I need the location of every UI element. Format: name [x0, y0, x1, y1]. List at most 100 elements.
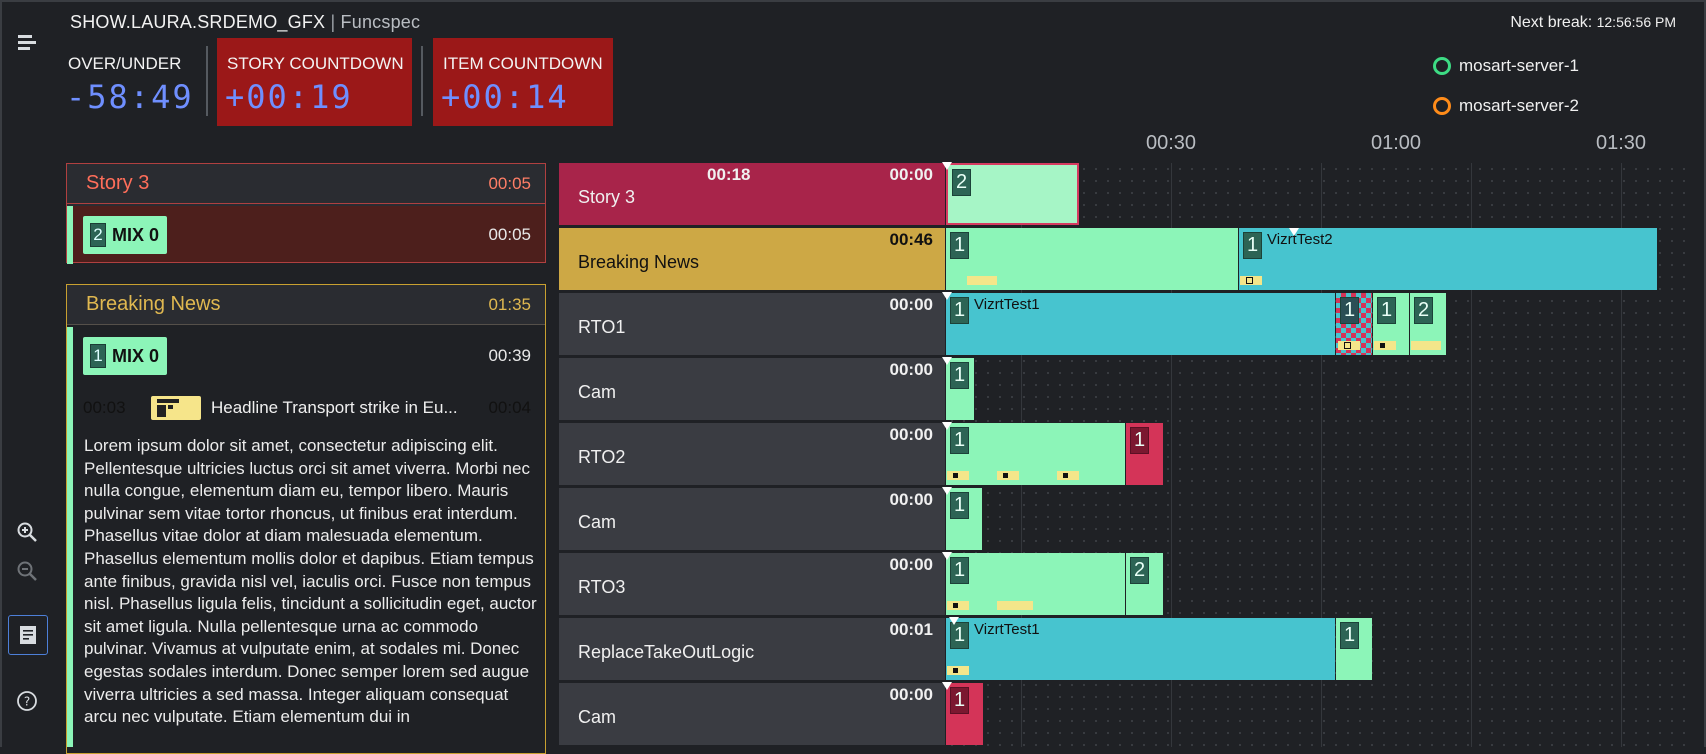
- timeline-row[interactable]: Story 3 00:18 00:00 2: [559, 162, 1690, 226]
- server-name: mosart-server-1: [1459, 56, 1579, 75]
- timeline-segment[interactable]: 2: [946, 163, 1079, 225]
- timeline-segment[interactable]: 1: [946, 683, 983, 745]
- segment-number: 1: [1340, 297, 1359, 324]
- grid-line: [1321, 163, 1322, 747]
- mix-badge: 1 MIX 0: [83, 337, 168, 375]
- item-number: 1: [90, 344, 106, 368]
- playhead-marker: [942, 682, 952, 690]
- story-duration: 00:05: [488, 173, 531, 193]
- timeline-row[interactable]: Breaking News 00:46 1 1 VizrtTest2: [559, 228, 1690, 291]
- story-panel[interactable]: Story 3 00:05 2 MIX 0 00:05: [66, 163, 546, 264]
- zoom-out-icon[interactable]: [14, 558, 40, 584]
- timeline-segment[interactable]: 1: [946, 488, 982, 550]
- help-icon[interactable]: ?: [14, 688, 40, 714]
- lane-time: 00:00: [889, 165, 933, 184]
- graphics-in-time: 00:03: [83, 398, 126, 417]
- lane-header: ReplaceTakeOutLogic 00:01: [559, 618, 945, 680]
- graphics-marker: [1338, 341, 1360, 350]
- timeline-row[interactable]: ReplaceTakeOutLogic 00:01 1 VizrtTest1 1: [559, 617, 1690, 681]
- segment-number: 2: [1130, 557, 1149, 584]
- lane-name: ReplaceTakeOutLogic: [578, 642, 755, 662]
- segment-number: 1: [950, 232, 969, 259]
- timeline-segment[interactable]: 1 VizrtTest1: [946, 293, 1335, 355]
- lane-header: RTO2 00:00: [559, 423, 945, 485]
- timeline-row[interactable]: RTO3 00:00 1 2: [559, 552, 1690, 616]
- segment-number: 2: [952, 169, 971, 196]
- status-dot-icon: [1433, 57, 1451, 75]
- server-status-1: mosart-server-1: [1433, 56, 1579, 76]
- graphics-item[interactable]: 00:03 Headline Transport strike in Eu...…: [83, 393, 531, 423]
- timeline-row[interactable]: Cam 00:00 1: [559, 682, 1690, 746]
- segment-number: 1: [950, 297, 969, 324]
- timeline-segment[interactable]: 1: [1126, 423, 1163, 485]
- timeline-row[interactable]: Cam 00:00 1: [559, 357, 1690, 421]
- graphics-marker: [1374, 341, 1396, 350]
- segment-number: 1: [1340, 622, 1359, 649]
- item-label: MIX 0: [112, 345, 160, 366]
- playhead-marker: [942, 357, 952, 365]
- lane-time: 00:46: [889, 230, 933, 249]
- next-break-time: 12:56:56 PM: [1596, 14, 1676, 30]
- lane-name: Breaking News: [578, 252, 700, 272]
- playhead-marker: [949, 617, 959, 625]
- timeline-segment[interactable]: 1: [1373, 293, 1409, 355]
- lane-header: RTO3 00:00: [559, 553, 945, 615]
- title-separator: |: [330, 12, 336, 32]
- list-item[interactable]: 2 MIX 0 00:05: [83, 216, 531, 254]
- graphics-marker: [967, 276, 997, 285]
- mix-badge: 2 MIX 0: [83, 216, 168, 254]
- lane-name: Story 3: [578, 187, 636, 207]
- story-countdown-value: +00:19: [225, 78, 353, 116]
- lane-header: Story 3 00:18 00:00: [559, 163, 945, 225]
- segment-label: VizrtTest2: [1267, 231, 1333, 248]
- timeline-segment[interactable]: 2: [1410, 293, 1446, 355]
- timeline-segment[interactable]: 1: [946, 228, 1238, 290]
- story-header: Breaking News 01:35: [67, 285, 545, 325]
- next-break-label: Next break:: [1510, 14, 1593, 31]
- graphics-marker: [947, 471, 969, 480]
- segment-label: VizrtTest1: [974, 621, 1040, 638]
- timeline-row[interactable]: Cam 00:00 1: [559, 487, 1690, 551]
- timeline-row[interactable]: RTO1 00:00 1 VizrtTest1 1 1 2: [559, 292, 1690, 356]
- timeline-segment[interactable]: 1 VizrtTest2: [1239, 228, 1657, 290]
- svg-text:?: ?: [24, 695, 30, 709]
- timeline-segment[interactable]: 1: [1336, 293, 1372, 355]
- playhead-marker: [1289, 228, 1299, 236]
- lane-time: 00:00: [889, 555, 933, 574]
- lane-header: RTO1 00:00: [559, 293, 945, 355]
- segment-number: 2: [1414, 297, 1433, 324]
- server-status-2: mosart-server-2: [1433, 96, 1579, 116]
- story-panel[interactable]: Breaking News 01:35 1 MIX 0 00:39 00:03 …: [66, 284, 546, 754]
- tick-label: 01:00: [1371, 132, 1422, 154]
- timeline-segment[interactable]: 1: [1336, 618, 1372, 680]
- playhead-marker: [942, 552, 952, 560]
- segment-number: 1: [950, 492, 969, 519]
- script-view-icon[interactable]: [8, 615, 48, 655]
- show-subtitle: Funcspec: [340, 12, 421, 32]
- lane-name: RTO3: [578, 577, 626, 597]
- graphics-marker: [997, 601, 1033, 610]
- lane-name: Cam: [578, 512, 617, 532]
- lane-time: 00:00: [889, 425, 933, 444]
- story-countdown: STORY COUNTDOWN +00:19: [217, 38, 412, 126]
- segment-number: 1: [950, 687, 969, 714]
- divider: [421, 46, 423, 116]
- lane-elapsed: 00:18: [707, 165, 751, 184]
- item-duration: 00:39: [488, 346, 531, 365]
- timeline-segment[interactable]: 1: [946, 423, 1125, 485]
- over-under-value: -58:49: [66, 78, 194, 116]
- lane-time: 00:00: [889, 295, 933, 314]
- status-dot-icon: [1433, 97, 1451, 115]
- menu-icon[interactable]: [14, 30, 40, 56]
- timeline-segment[interactable]: 1 VizrtTest1: [946, 618, 1335, 680]
- timeline-segment[interactable]: 1: [946, 358, 974, 420]
- next-break: Next break: 12:56:56 PM: [1510, 14, 1676, 32]
- timeline-segment[interactable]: 1: [946, 553, 1125, 615]
- list-item[interactable]: 1 MIX 0 00:39: [83, 337, 531, 375]
- timeline-segment[interactable]: 2: [1126, 553, 1163, 615]
- zoom-in-icon[interactable]: [14, 519, 40, 545]
- segment-number: 1: [950, 557, 969, 584]
- timeline-row[interactable]: RTO2 00:00 1 1: [559, 422, 1690, 486]
- over-under-label: OVER/UNDER: [68, 54, 182, 73]
